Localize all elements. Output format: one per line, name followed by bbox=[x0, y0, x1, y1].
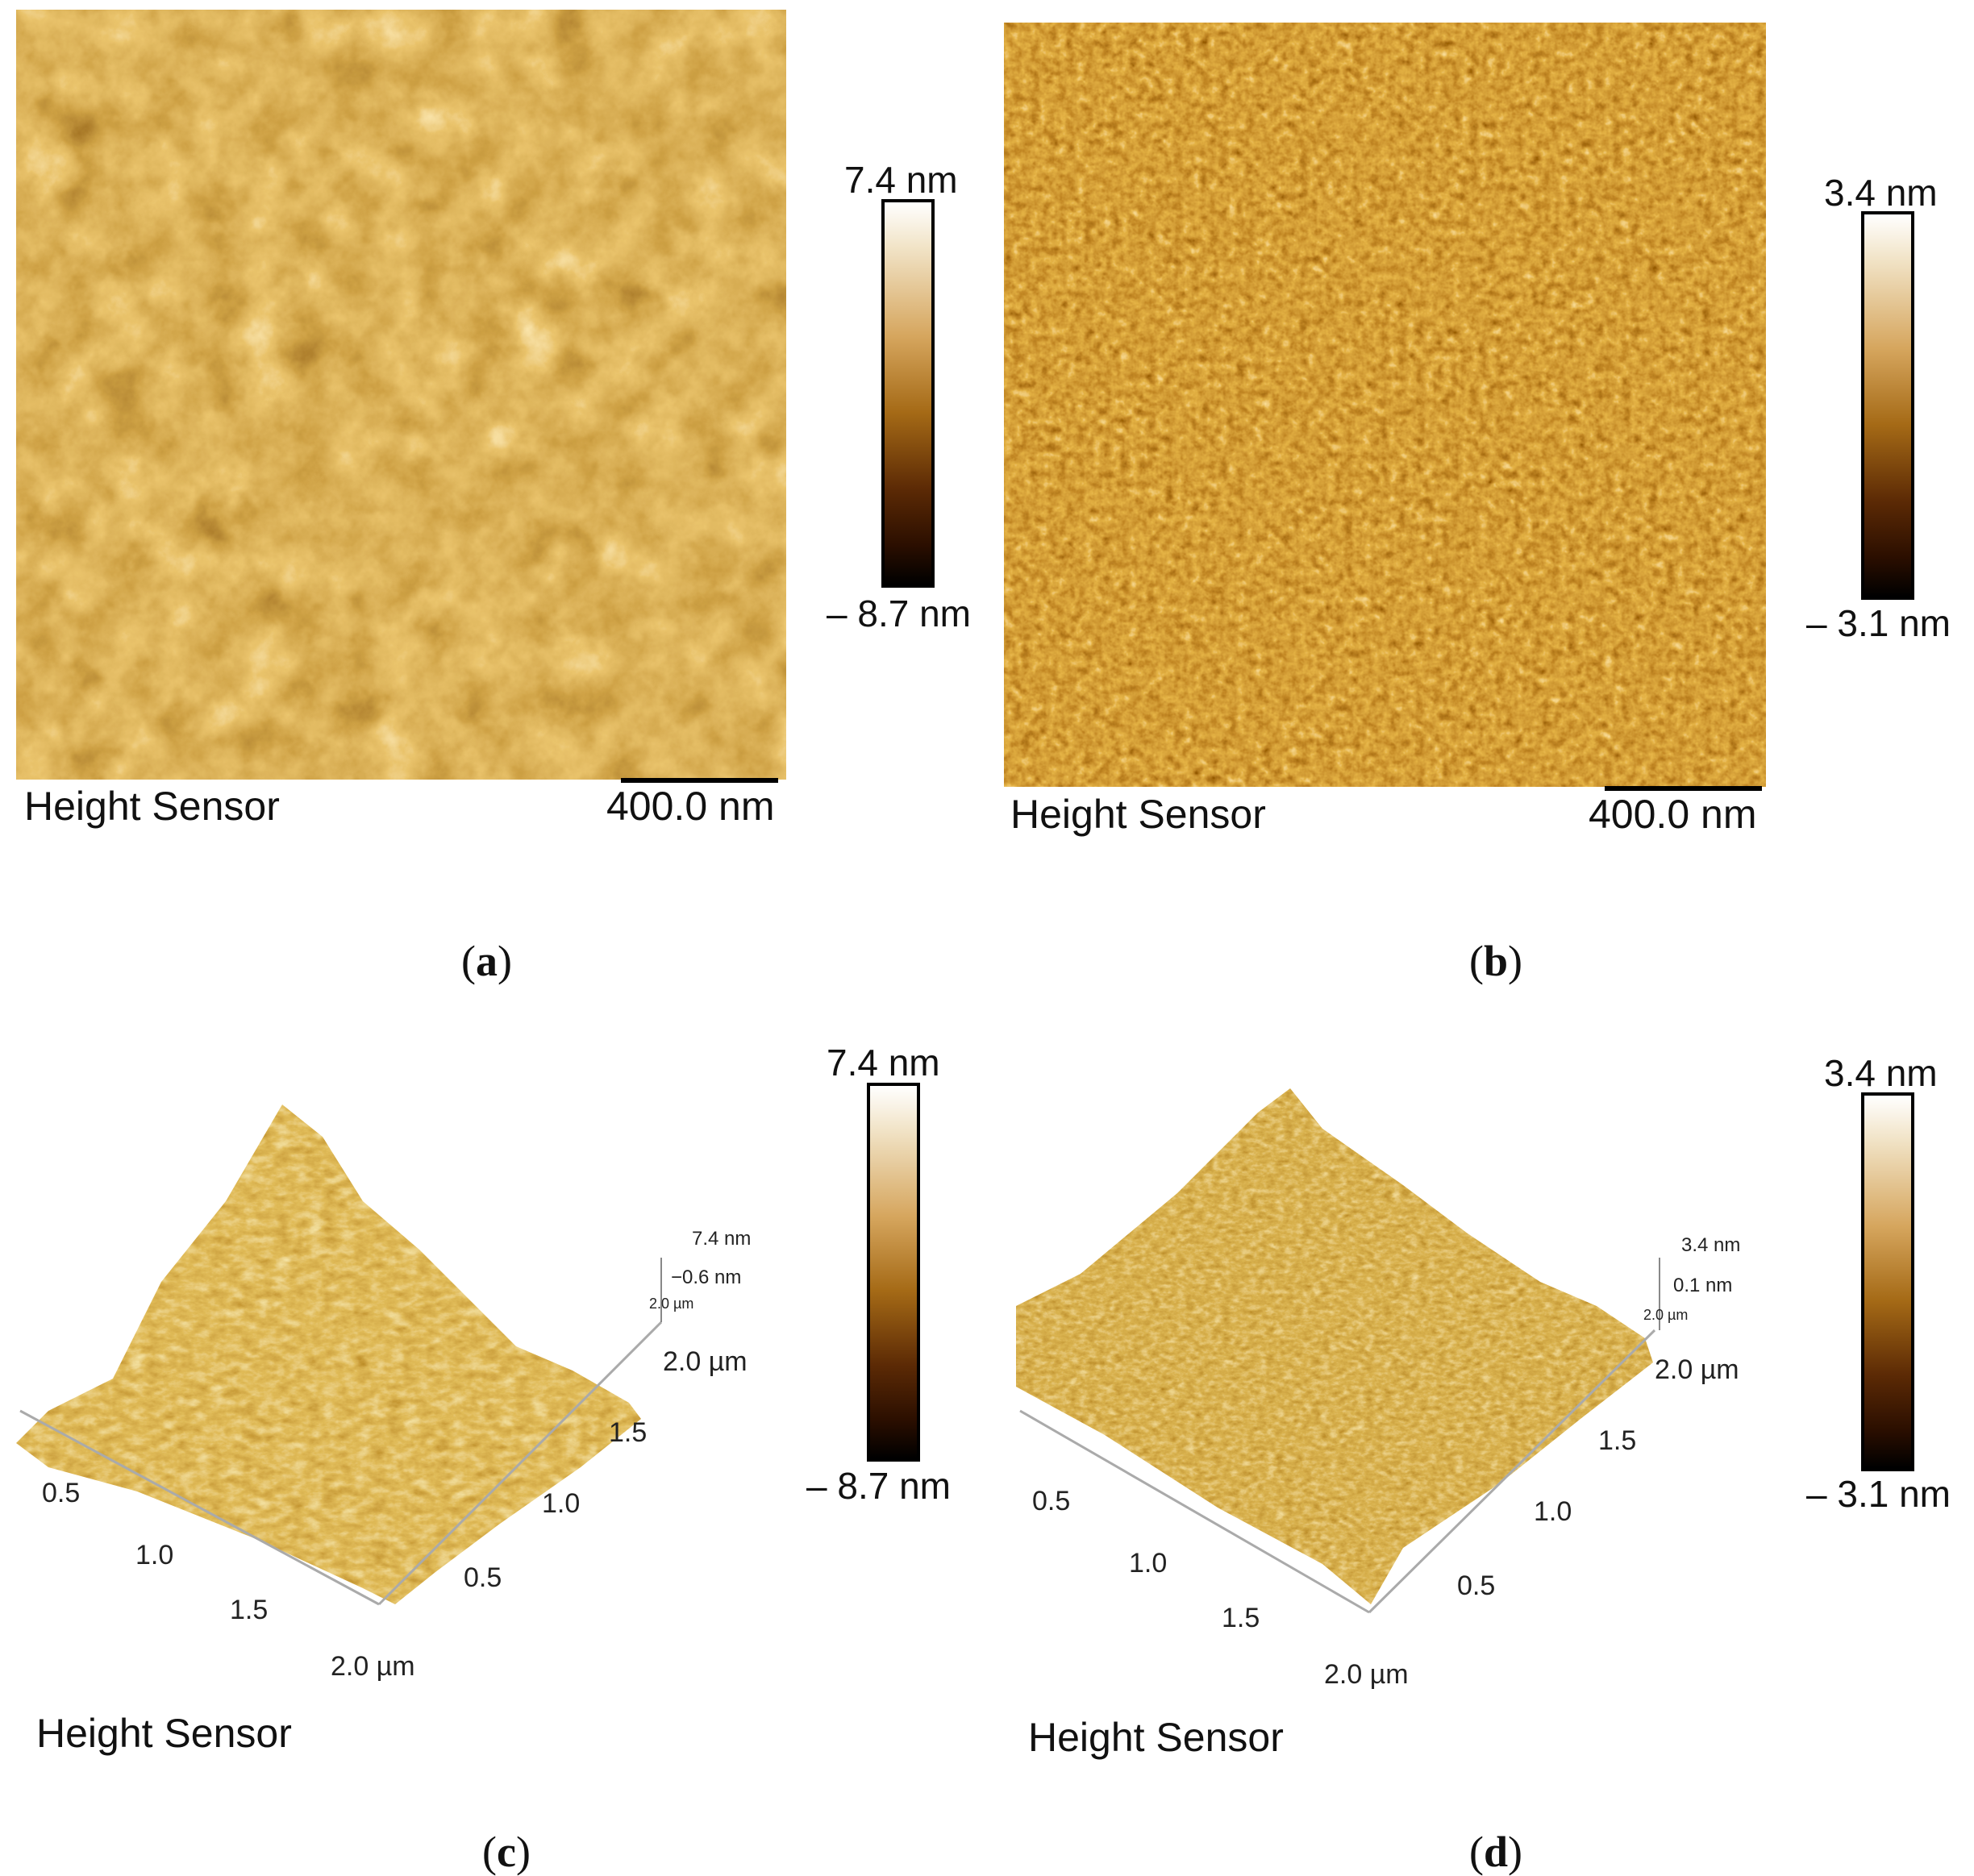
afm-height-image-b bbox=[1004, 23, 1766, 787]
z-axis-mid-d: 0.1 nm bbox=[1673, 1275, 1733, 1296]
sensor-label-d: Height Sensor bbox=[1028, 1715, 1284, 1760]
colorbar-a bbox=[881, 199, 935, 588]
right-axis-tick-d-4: 2.0 µm bbox=[1655, 1354, 1739, 1385]
caption-a: (a) bbox=[461, 937, 512, 985]
colorbar-max-label-c: 7.4 nm bbox=[827, 1042, 940, 1084]
afm-height-image-a bbox=[16, 10, 786, 780]
scale-bar-label-a: 400.0 nm bbox=[606, 784, 775, 829]
colorbar-d bbox=[1861, 1092, 1914, 1471]
right-axis-tick-c-1: 0.5 bbox=[464, 1562, 502, 1593]
colorbar-min-label-c: – 8.7 nm bbox=[806, 1465, 951, 1507]
left-axis-tick-d-1: 0.5 bbox=[1032, 1486, 1071, 1516]
z-axis-top-c: 7.4 nm bbox=[692, 1228, 752, 1250]
right-axis-tick-c-3: 1.5 bbox=[609, 1417, 648, 1448]
left-axis-tick-c-1: 0.5 bbox=[42, 1478, 81, 1508]
colorbar-c bbox=[867, 1083, 920, 1462]
colorbar-min-label-b: – 3.1 nm bbox=[1806, 602, 1951, 644]
caption-b: (b) bbox=[1469, 937, 1523, 985]
scale-bar-a bbox=[621, 778, 778, 783]
afm-3d-surface-d bbox=[1016, 1048, 1669, 1612]
colorbar-min-label-d: – 3.1 nm bbox=[1806, 1473, 1951, 1515]
z-axis-small-d: 2.0 µm bbox=[1643, 1307, 1689, 1323]
right-axis-tick-d-3: 1.5 bbox=[1598, 1425, 1637, 1456]
left-axis-tick-c-2: 1.0 bbox=[135, 1540, 174, 1570]
axes-d bbox=[1019, 1258, 1660, 1614]
colorbar-min-label-a: – 8.7 nm bbox=[827, 593, 971, 634]
caption-d: (d) bbox=[1469, 1828, 1523, 1876]
left-axis-tick-c-3: 1.5 bbox=[230, 1595, 269, 1625]
left-axis-tick-d-3: 1.5 bbox=[1222, 1603, 1260, 1633]
z-axis-small-c: 2.0 µm bbox=[649, 1296, 694, 1312]
axes-c bbox=[19, 1258, 663, 1606]
colorbar-b bbox=[1861, 211, 1914, 600]
left-axis-tick-d-2: 1.0 bbox=[1129, 1548, 1168, 1579]
colorbar-max-label-a: 7.4 nm bbox=[844, 159, 958, 201]
right-axis-tick-d-1: 0.5 bbox=[1457, 1570, 1496, 1601]
scale-bar-b bbox=[1605, 786, 1762, 791]
afm-3d-surface-c bbox=[16, 1040, 661, 1604]
colorbar-max-label-d: 3.4 nm bbox=[1824, 1052, 1938, 1094]
caption-c: (c) bbox=[482, 1828, 531, 1876]
right-axis-tick-d-2: 1.0 bbox=[1534, 1496, 1572, 1527]
z-axis-top-d: 3.4 nm bbox=[1681, 1234, 1741, 1256]
sensor-label-c: Height Sensor bbox=[36, 1711, 292, 1756]
sensor-label-b: Height Sensor bbox=[1010, 792, 1266, 837]
scale-bar-label-b: 400.0 nm bbox=[1589, 792, 1757, 837]
right-axis-tick-c-2: 1.0 bbox=[542, 1488, 581, 1519]
left-axis-tick-c-4: 2.0 µm bbox=[331, 1651, 415, 1682]
sensor-label-a: Height Sensor bbox=[24, 784, 280, 829]
colorbar-max-label-b: 3.4 nm bbox=[1824, 172, 1938, 214]
right-axis-tick-c-4: 2.0 µm bbox=[663, 1346, 748, 1377]
z-axis-mid-c: −0.6 nm bbox=[671, 1267, 742, 1288]
left-axis-tick-d-4: 2.0 µm bbox=[1324, 1659, 1409, 1690]
